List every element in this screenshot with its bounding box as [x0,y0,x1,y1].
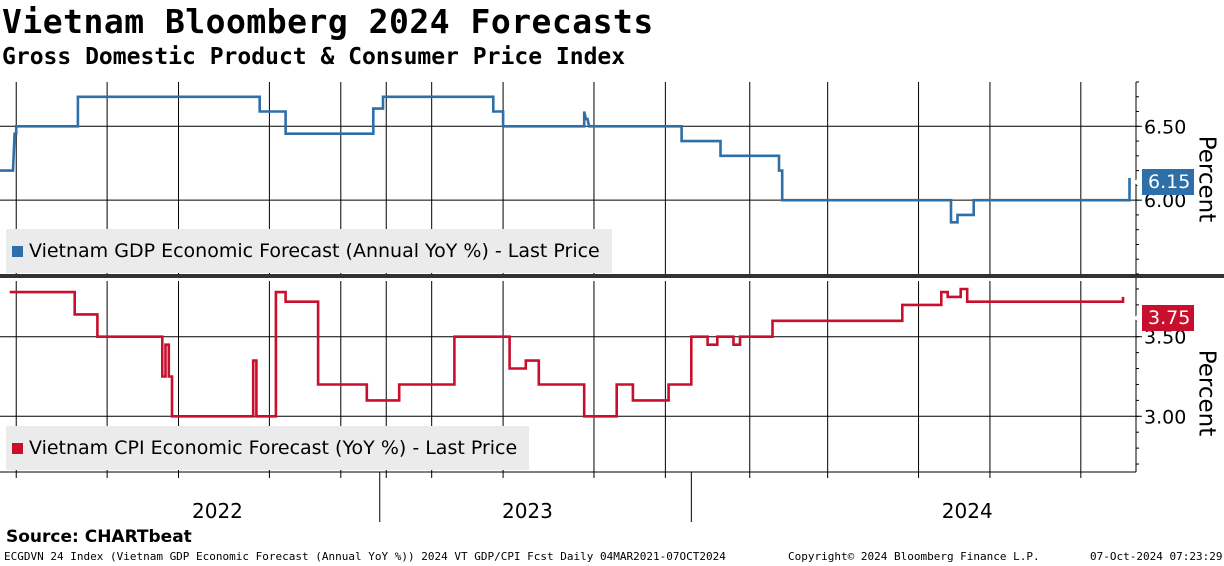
y-axis-label-gdp: Percent [1193,135,1220,223]
gdp-forecast-line [0,95,1131,224]
legend-gdp: Vietnam GDP Economic Forecast (Annual Yo… [6,229,612,273]
series-lines [0,95,1131,418]
source-label: Source: CHARTbeat [6,527,192,547]
y-axis-label-cpi: Percent [1193,349,1220,437]
y-axis-ticks: 6.50 6.00 3.50 3.00 [1136,81,1186,465]
x-year-label: 2023 [502,499,553,523]
x-year-label: 2024 [942,499,993,523]
footer-ticker-info: ECGDVN 24 Index (Vietnam GDP Economic Fo… [4,550,726,563]
cpi-forecast-line [9,287,1125,418]
last-price-badge-gdp: 6.15 [1133,169,1195,195]
y-tick-label: 3.00 [1144,406,1186,428]
x-year-label: 2022 [192,499,243,523]
x-axis: 2022 2023 2024 [15,472,1082,523]
chart-subtitle: Gross Domestic Product & Consumer Price … [2,44,626,70]
legend-label-cpi: Vietnam CPI Economic Forecast (YoY %) - … [29,437,518,459]
chart-title: Vietnam Bloomberg 2024 Forecasts [2,2,654,41]
footer-copyright: Copyright© 2024 Bloomberg Finance L.P. [788,550,1040,563]
footer-timestamp: 07-Oct-2024 07:23:29 [1090,550,1223,563]
legend-cpi: Vietnam CPI Economic Forecast (YoY %) - … [6,426,530,470]
grid-top [0,82,1224,472]
y-tick-label: 6.50 [1144,116,1186,138]
legend-swatch-cpi [12,442,23,454]
y-tick-label: 3.50 [1144,327,1186,349]
y-tick-label: 6.00 [1144,190,1186,212]
legend-label-gdp: Vietnam GDP Economic Forecast (Annual Yo… [29,240,600,262]
legend-swatch-gdp [12,245,23,257]
last-price-badge-cpi: 3.75 [1133,305,1195,331]
